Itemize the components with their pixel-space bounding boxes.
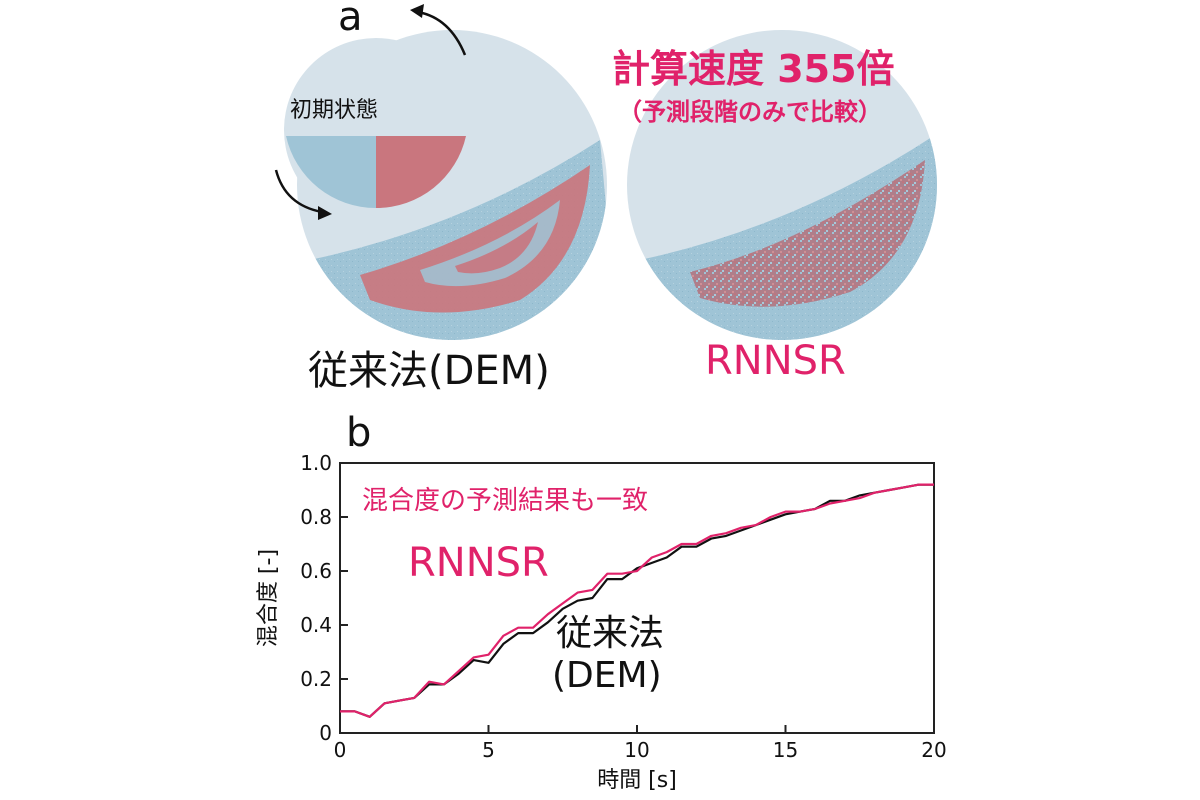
panel-a-label: a	[338, 0, 363, 40]
annotation-agree: 混合度の予測結果も一致	[362, 486, 649, 516]
x-tick-label: 0	[334, 738, 347, 762]
y-axis-label: 混合度 [-]	[256, 549, 281, 647]
annotation-dem-line1: 従来法	[556, 613, 665, 654]
initial-state-label: 初期状態	[290, 98, 379, 123]
initial-state-inset	[284, 38, 468, 222]
dem-caption: 従来法(DEM)	[308, 348, 550, 394]
x-tick-label: 15	[773, 738, 798, 762]
rnnsr-series-line	[340, 483, 934, 718]
x-axis-label: 時間 [s]	[597, 768, 677, 793]
y-tick-label: 0.2	[300, 667, 332, 691]
y-tick-label: 0	[319, 721, 332, 745]
rotation-arrow-top-icon	[410, 4, 467, 56]
x-tick-label: 20	[921, 738, 946, 762]
x-tick-label: 10	[624, 738, 649, 762]
annotation-dem-line2: (DEM)	[552, 655, 662, 696]
annotation-rnnsr: RNNSR	[408, 540, 549, 586]
x-tick-label: 5	[482, 738, 495, 762]
y-tick-label: 1.0	[300, 451, 332, 475]
speed-title: 計算速度 355倍	[612, 47, 895, 91]
rnnsr-drum	[627, 30, 937, 340]
drum-illustrations	[274, 4, 937, 340]
panel-b-label: b	[346, 410, 372, 456]
rnnsr-caption: RNNSR	[705, 338, 846, 384]
rotation-arrow-bottom-icon	[274, 169, 332, 220]
speed-subtitle: （予測段階のみで比較）	[618, 98, 882, 126]
y-tick-label: 0.8	[300, 505, 332, 529]
y-tick-label: 0.6	[300, 559, 332, 583]
y-tick-label: 0.4	[300, 613, 332, 637]
